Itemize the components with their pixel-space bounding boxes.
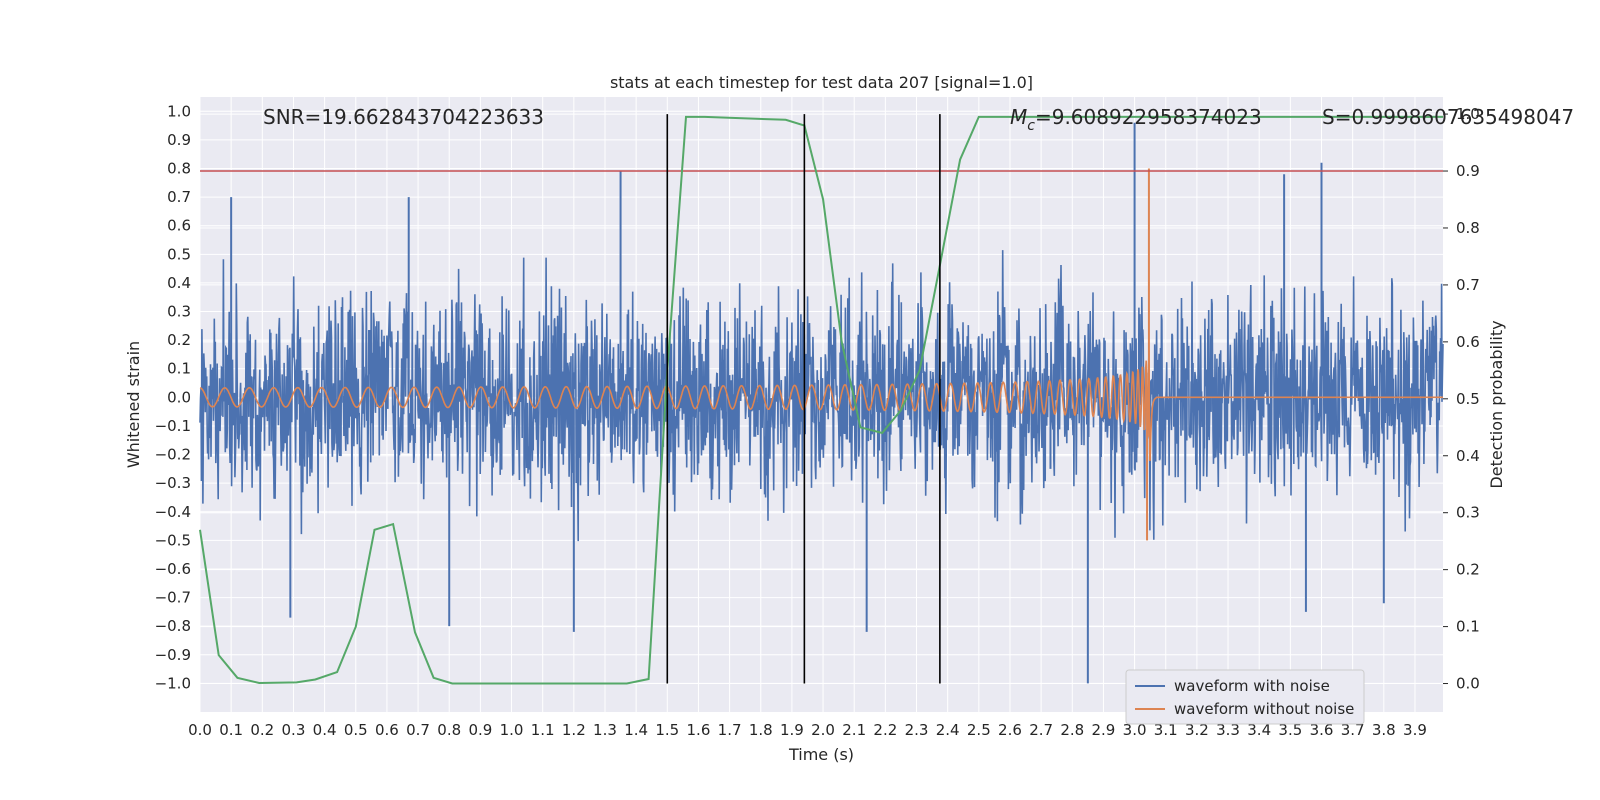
y-tick-label-left: 0.2 (167, 331, 191, 349)
x-tick-label: 0.7 (406, 721, 430, 739)
y-tick-label-left: −0.9 (155, 646, 191, 664)
x-tick-label: 3.4 (1247, 721, 1271, 739)
x-tick-label: 2.2 (873, 721, 897, 739)
x-tick-label: 0.5 (344, 721, 368, 739)
x-tick-label: 1.4 (624, 721, 648, 739)
y-tick-label-right: 0.5 (1456, 390, 1480, 408)
y-tick-label-left: 0.0 (167, 388, 191, 406)
x-tick-label: 2.5 (967, 721, 991, 739)
y-tick-label-left: −0.5 (155, 531, 191, 549)
legend-label: waveform with noise (1174, 677, 1330, 695)
legend-label: waveform without noise (1174, 700, 1354, 718)
y-tick-label-left: −0.3 (155, 474, 191, 492)
chirp-mass-value: =9.608922958374023 (1035, 105, 1262, 129)
x-tick-label: 2.7 (1029, 721, 1053, 739)
x-tick-label: 1.7 (718, 721, 742, 739)
y-axis-label-left: Whitened strain (124, 341, 143, 468)
x-tick-label: 0.2 (250, 721, 274, 739)
y-tick-label-left: −0.7 (155, 589, 191, 607)
y-tick-label-left: −0.2 (155, 446, 191, 464)
y-tick-label-left: −1.0 (155, 674, 191, 692)
x-tick-label: 3.1 (1154, 721, 1178, 739)
y-tick-label-right: 0.2 (1456, 561, 1480, 579)
x-tick-labels: 0.0 0.1 0.2 0.3 0.4 0.5 0.6 0.7 0.8 0.9 1.0 1.1 1.2 1… (188, 721, 1427, 739)
y-tick-label-right: 0.6 (1456, 333, 1480, 351)
x-tick-label: 1.2 (562, 721, 586, 739)
noise-spikes (230, 122, 1385, 684)
y-tick-label-left: 0.4 (167, 274, 191, 292)
y-tick-label-right: 0.0 (1456, 675, 1480, 693)
x-tick-label: 2.4 (936, 721, 960, 739)
y-tick-label-left: −0.4 (155, 503, 191, 521)
y-tick-label-left: 1.0 (167, 102, 191, 120)
x-tick-label: 1.6 (687, 721, 711, 739)
series-detection-probability (199, 115, 1443, 685)
x-tick-label: 1.1 (531, 721, 555, 739)
x-axis-label: Time (s) (788, 745, 854, 764)
y-tick-label-right: 0.3 (1456, 504, 1480, 522)
y-tick-label-left: 0.7 (167, 188, 191, 206)
x-tick-label: 3.0 (1123, 721, 1147, 739)
x-tick-label: 2.0 (811, 721, 835, 739)
x-tick-label: 3.6 (1310, 721, 1334, 739)
x-tick-label: 2.8 (1060, 721, 1084, 739)
series-waveform-with-noise (199, 250, 1444, 542)
y-tick-label-left: 0.6 (167, 217, 191, 235)
x-tick-label: 3.5 (1278, 721, 1302, 739)
x-tick-label: 2.3 (905, 721, 929, 739)
y-tick-label-left: 0.9 (167, 131, 191, 149)
significance-annotation: S=0.9998607635498047 (1322, 105, 1574, 129)
x-tick-label: 1.8 (749, 721, 773, 739)
x-tick-label: 3.7 (1341, 721, 1365, 739)
x-tick-label: 0.8 (437, 721, 461, 739)
x-tick-label: 0.1 (219, 721, 243, 739)
y-tick-label-right: 0.9 (1456, 162, 1480, 180)
y-tick-label-left: 0.3 (167, 303, 191, 321)
x-tick-label: 1.0 (500, 721, 524, 739)
y-tick-label-left: 0.1 (167, 360, 191, 378)
series-waveform-without-noise (199, 350, 1443, 461)
x-tick-label: 2.6 (998, 721, 1022, 739)
x-tick-label: 3.2 (1185, 721, 1209, 739)
x-tick-label: 0.6 (375, 721, 399, 739)
y-tick-label-left: 0.8 (167, 160, 191, 178)
x-tick-label: 2.1 (842, 721, 866, 739)
y-axis-label-right: Detection probability (1487, 320, 1506, 488)
y-tick-label-left: 0.5 (167, 245, 191, 263)
y-tick-label-right: 0.1 (1456, 618, 1480, 636)
chirp-mass-annotation: Mc=9.608922958374023 (1010, 105, 1262, 134)
y-tick-label-right: 0.4 (1456, 447, 1480, 465)
x-tick-label: 3.9 (1403, 721, 1427, 739)
x-tick-label: 3.8 (1372, 721, 1396, 739)
y-tick-labels-right: 0.0 0.1 0.2 0.3 0.4 0.5 0.6 0.7 0.8 0.9 1.0 (1443, 105, 1480, 693)
snr-annotation: SNR=19.662843704223633 (263, 105, 544, 129)
legend-box (1125, 669, 1365, 725)
y-tick-label-left: −0.6 (155, 560, 191, 578)
x-tick-label: 1.5 (655, 721, 679, 739)
chirp-mass-subscript: c (1027, 118, 1035, 134)
y-tick-labels-left: −1.0 −0.9 −0.8 −0.7 −0.6 −0.5 −0.4 −0.3 −0.2 −0.1… (155, 102, 191, 692)
y-tick-label-right: 1.0 (1456, 105, 1480, 123)
y-tick-label-right: 0.7 (1456, 276, 1480, 294)
chirp-mass-symbol: M (1010, 105, 1027, 129)
y-tick-label-left: −0.1 (155, 417, 191, 435)
x-tick-label: 0.9 (468, 721, 492, 739)
x-tick-label: 0.3 (282, 721, 306, 739)
x-tick-label: 0.4 (313, 721, 337, 739)
x-tick-label: 0.0 (188, 721, 212, 739)
x-tick-label: 1.3 (593, 721, 617, 739)
chart-title: stats at each timestep for test data 207… (610, 73, 1033, 92)
x-tick-label: 3.3 (1216, 721, 1240, 739)
y-tick-label-right: 0.8 (1456, 219, 1480, 237)
y-tick-label-left: −0.8 (155, 617, 191, 635)
x-tick-label: 1.9 (780, 721, 804, 739)
legend: waveform with noise waveform without nois… (1125, 669, 1365, 725)
x-tick-label: 2.9 (1092, 721, 1116, 739)
